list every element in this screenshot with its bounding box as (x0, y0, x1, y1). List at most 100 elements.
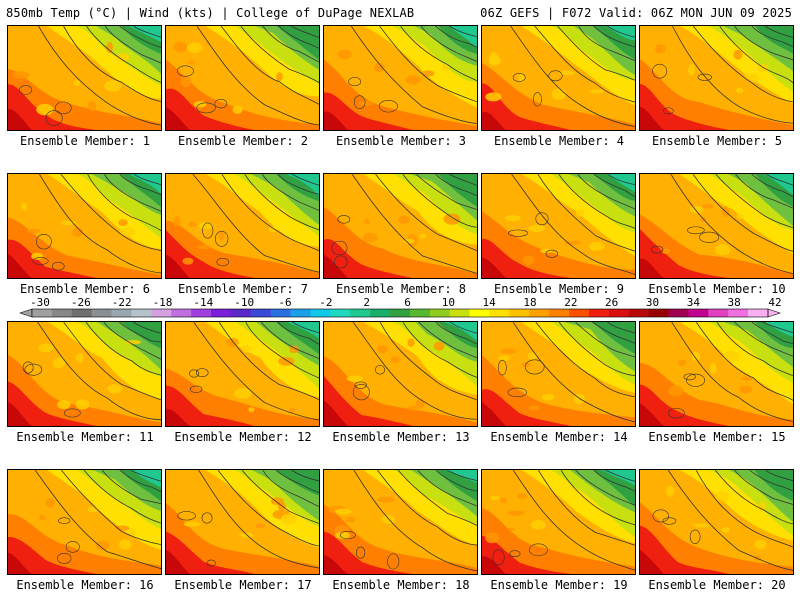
colorbar-swatch (171, 309, 192, 317)
colorbar-min-arrow (19, 308, 33, 318)
ensemble-panel (639, 469, 794, 575)
colorbar-swatch (748, 309, 769, 317)
ensemble-member-label: Ensemble Member: 18 (332, 578, 470, 592)
colorbar-tick-label: -30 (30, 296, 50, 309)
ensemble-panel (165, 469, 320, 575)
ensemble-member-label: Ensemble Member: 11 (16, 430, 154, 444)
colorbar-tick-label: 2 (363, 296, 370, 309)
colorbar-swatch (211, 309, 232, 317)
colorbar-swatch (250, 309, 272, 317)
colorbar-tick-label: 14 (483, 296, 497, 309)
temperature-colorbar: -30 -26 -22 -18 -14 -10 -6 -2 2 6 10 14 18 22 26 30 34 38… (10, 296, 790, 320)
ensemble-member-label: Ensemble Member: 2 (177, 134, 309, 148)
colorbar-swatch (648, 309, 669, 317)
colorbar-tick-label: 26 (605, 296, 618, 309)
ensemble-member-label: Ensemble Member: 4 (493, 134, 625, 148)
colorbar-swatch (688, 309, 709, 317)
colorbar-tick-label: -26 (71, 296, 91, 309)
colorbar-tick-label: 38 (728, 296, 741, 309)
colorbar-tick-label: -10 (234, 296, 254, 309)
colorbar-swatch (429, 309, 451, 317)
temperature-map (166, 26, 319, 130)
colorbar-swatch (469, 309, 490, 317)
colorbar-swatch (370, 309, 391, 317)
temperature-map (324, 174, 477, 278)
colorbar-swatch (310, 309, 331, 317)
ensemble-member-label: Ensemble Member: 9 (493, 282, 625, 296)
colorbar-swatch (230, 309, 252, 317)
temperature-map (324, 470, 477, 574)
temperature-map (640, 26, 793, 130)
ensemble-panel (7, 321, 162, 427)
colorbar-swatch (290, 309, 311, 317)
colorbar-swatch (111, 309, 132, 317)
colorbar-swatch (668, 309, 689, 317)
colorbar-tick-label: 6 (404, 296, 411, 309)
colorbar-tick-label: 30 (646, 296, 659, 309)
temperature-map (166, 470, 319, 574)
colorbar-swatch (32, 309, 53, 317)
ensemble-member-label: Ensemble Member: 12 (174, 430, 312, 444)
temperature-map (482, 26, 635, 130)
colorbar-swatch (151, 309, 172, 317)
colorbar-swatch (489, 309, 510, 317)
temperature-map (482, 470, 635, 574)
temperature-map (482, 322, 635, 426)
ensemble-member-label: Ensemble Member: 14 (490, 430, 628, 444)
colorbar-swatch (330, 309, 351, 317)
temperature-map (8, 26, 161, 130)
run-valid-time: 06Z GEFS | F072 Valid: 06Z MON JUN 09 20… (480, 6, 792, 20)
temperature-map (640, 322, 793, 426)
colorbar-tick-label: -14 (193, 296, 213, 309)
colorbar-max-arrow (767, 308, 781, 318)
temperature-map (8, 470, 161, 574)
ensemble-panel (481, 173, 636, 279)
ensemble-panel (481, 25, 636, 131)
temperature-map (324, 26, 477, 130)
ensemble-member-label: Ensemble Member: 3 (335, 134, 467, 148)
ensemble-panel (165, 321, 320, 427)
colorbar-tick-label: 34 (687, 296, 701, 309)
colorbar-tick-label: 18 (523, 296, 536, 309)
ensemble-panel (165, 25, 320, 131)
ensemble-member-label: Ensemble Member: 6 (19, 282, 151, 296)
ensemble-panel (639, 173, 794, 279)
ensemble-panel (165, 173, 320, 279)
colorbar-swatch (390, 309, 411, 317)
colorbar-tick-label: 22 (564, 296, 577, 309)
colorbar-tick-label: -18 (153, 296, 173, 309)
colorbar-swatch (449, 309, 470, 317)
colorbar-tick-label: 10 (442, 296, 455, 309)
ensemble-panel (323, 469, 478, 575)
colorbar-swatch (270, 309, 291, 317)
ensemble-panel (7, 469, 162, 575)
colorbar-swatch (409, 309, 431, 317)
ensemble-panel (323, 25, 478, 131)
ensemble-panel (323, 321, 478, 427)
colorbar-swatch (51, 309, 73, 317)
colorbar-swatch (191, 309, 212, 317)
temperature-map (166, 174, 319, 278)
colorbar-tick-label: -22 (112, 296, 132, 309)
ensemble-member-label: Ensemble Member: 10 (648, 282, 786, 296)
ensemble-panel (481, 321, 636, 427)
ensemble-member-label: Ensemble Member: 5 (651, 134, 783, 148)
ensemble-member-label: Ensemble Member: 15 (648, 430, 786, 444)
colorbar-svg: -30 -26 -22 -18 -14 -10 -6 -2 2 6 10 14 18 22 26 30 34 38… (19, 296, 782, 318)
ensemble-member-label: Ensemble Member: 1 (19, 134, 151, 148)
colorbar-swatch (728, 309, 749, 317)
temperature-map (640, 174, 793, 278)
ensemble-member-label: Ensemble Member: 17 (174, 578, 312, 592)
ensemble-member-label: Ensemble Member: 13 (332, 430, 470, 444)
ensemble-panel (481, 469, 636, 575)
ensemble-panel (7, 173, 162, 279)
temperature-map (166, 322, 319, 426)
ensemble-member-label: Ensemble Member: 8 (335, 282, 467, 296)
colorbar-swatch (350, 309, 371, 317)
temperature-map (8, 174, 161, 278)
colorbar-swatch (608, 309, 630, 317)
colorbar-swatch (628, 309, 649, 317)
temperature-map (324, 322, 477, 426)
colorbar-swatch (549, 309, 570, 317)
ensemble-panel (639, 25, 794, 131)
